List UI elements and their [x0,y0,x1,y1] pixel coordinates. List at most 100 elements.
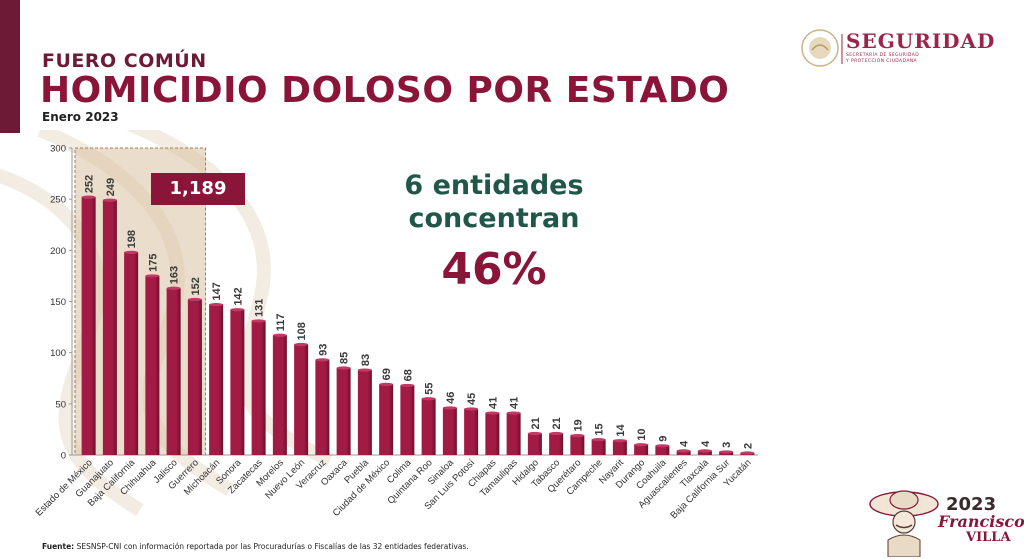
bar [230,309,245,455]
bar-value-label: 198 [126,230,138,248]
bar [102,200,117,455]
bar-value-label: 252 [84,175,96,193]
side-accent-bar [0,0,20,133]
bar-cap [634,443,649,447]
bar-value-label: 175 [147,254,159,272]
bar [145,275,160,455]
bar-value-label: 4 [700,440,712,447]
bar-cap [697,449,712,453]
villa-surname: VILLA [966,530,1011,545]
bar-cap [506,411,521,415]
bar-cap [187,297,202,302]
bar [272,335,287,455]
bar-cap [740,451,755,455]
bar-value-label: 41 [487,397,499,409]
total-callout: 1,189 [151,173,245,205]
bar [676,450,691,455]
bar-cap [251,319,266,323]
seguridad-logo [801,29,843,67]
bar-value-label: 15 [594,423,606,435]
bar-value-label: 142 [232,287,244,305]
bar [570,435,585,455]
bar-value-label: 21 [551,417,563,429]
source-note: Fuente: SESNSP-CNI con información repor… [42,542,469,551]
bar [379,384,394,455]
y-tick-label: 250 [50,195,66,206]
y-tick-label: 50 [55,399,66,410]
bar-cap [315,358,330,362]
bar [485,413,500,455]
bar-value-label: 10 [636,429,648,441]
bar [421,398,436,455]
bar-cap [421,397,436,401]
bar [124,252,139,455]
bar-value-label: 69 [381,368,393,380]
concentration-text-line1: 6 entidades [404,170,584,201]
bar-cap [124,250,139,254]
bar-cap [145,274,160,278]
bar-value-label: 147 [211,282,223,300]
villa-name: Francisco [938,512,1024,531]
bar [697,450,712,455]
bar-cap [81,195,96,199]
bar-cap [102,198,117,202]
bar-value-label: 19 [572,419,584,431]
bar [357,370,372,455]
bar-value-label: 85 [339,352,351,364]
bars-group [81,195,755,455]
bar-cap [655,444,670,448]
logo-name: SEGURIDAD [846,29,996,53]
coat-of-arms-icon [801,29,839,67]
y-tick-label: 300 [50,144,66,155]
y-tick-label: 100 [50,348,66,359]
bar-cap [612,439,627,443]
bar [400,385,415,455]
bar-value-label: 108 [296,322,308,340]
period-label: Enero 2023 [42,110,119,124]
bar-value-label: 2 [742,443,754,449]
bar-value-label: 152 [190,277,202,295]
y-tick-label: 200 [50,246,66,257]
bar-cap [357,368,372,372]
source-text: SESNSP-CNI con información reportada por… [76,542,469,551]
logo-subtitle-line1: SECRETARÍA DE SEGURIDAD [846,53,920,58]
bar [655,445,670,455]
bar [294,344,309,455]
bar-value-label: 68 [402,369,414,381]
bar-cap [464,407,479,411]
bar [591,439,606,455]
bar-cap [230,308,245,312]
bar-cap [549,431,564,436]
bar-cap [570,433,585,438]
bar [81,197,96,455]
bar-value-label: 41 [509,397,521,409]
bar-value-label: 83 [360,354,372,366]
bar-cap [379,382,394,386]
bar-cap [272,333,287,337]
bar-cap [442,406,457,410]
bar-value-label: 21 [530,417,542,429]
bar-cap [209,302,224,307]
bar-cap [294,342,309,347]
bar [442,407,457,455]
villa-2023-logo [869,490,939,557]
source-label: Fuente: [42,542,75,551]
y-tick-label: 150 [50,297,66,308]
concentration-text-line2: concentran [408,203,580,234]
bar [187,299,202,455]
bar [166,288,181,455]
bar-value-label: 14 [615,424,627,437]
bar-cap [676,449,691,453]
bar-cap [166,286,181,290]
bar-value-label: 117 [275,314,287,332]
bar-value-label: 4 [679,440,691,447]
bar [549,433,564,455]
bar-value-label: 249 [105,178,117,196]
villa-year: 2023 [946,494,997,515]
bar-value-label: 93 [317,344,329,356]
bar-cap [591,438,606,442]
section-kicker: FUERO COMÚN [42,50,207,72]
bar-value-label: 131 [254,299,266,317]
bar-value-label: 3 [721,442,733,448]
